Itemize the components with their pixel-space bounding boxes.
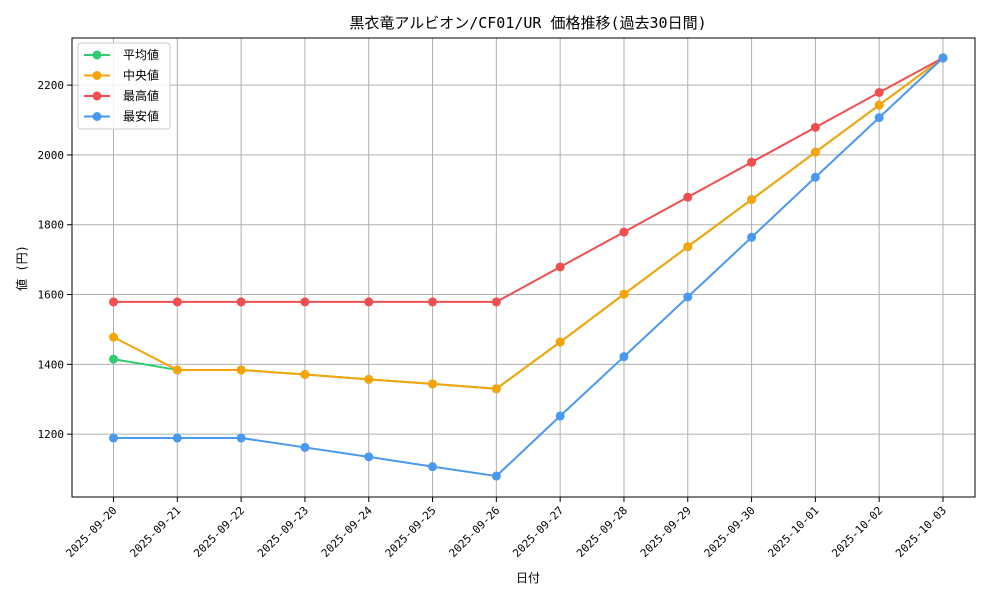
legend-label: 最高値: [123, 88, 159, 103]
x-tick-label: 2025-09-20: [64, 504, 120, 560]
series-line: [113, 57, 944, 390]
data-point: [172, 433, 182, 443]
legend-label: 最安値: [123, 109, 159, 124]
data-point: [555, 337, 565, 347]
data-point: [109, 433, 118, 443]
legend-box: [77, 42, 171, 130]
data-point: [300, 297, 310, 307]
data-point: [874, 87, 884, 97]
x-tick-label: 2025-09-27: [510, 504, 566, 560]
y-tick-label: 1400: [38, 358, 65, 371]
legend-marker: [92, 71, 102, 80]
data-point: [619, 352, 629, 362]
legend-entry-1: 中央値: [84, 68, 159, 83]
legend-marker: [92, 91, 102, 101]
data-point: [428, 462, 438, 472]
data-point: [109, 354, 118, 364]
data-point: [364, 374, 374, 384]
x-tick-label: 2025-09-29: [638, 504, 694, 560]
data-point: [683, 292, 693, 302]
x-tick-label: 2025-09-22: [191, 504, 247, 560]
x-tick-label: 2025-09-25: [383, 504, 439, 560]
data-point: [491, 384, 501, 394]
series-layer: [109, 53, 948, 481]
data-point: [810, 147, 820, 157]
data-point: [747, 195, 757, 205]
data-point: [236, 297, 246, 307]
data-point: [555, 411, 565, 421]
y-axis: 1200 1400 1600 1800 2000 2200: [38, 79, 72, 441]
x-tick-label: 2025-09-21: [127, 504, 183, 560]
legend-entry-2: 最高値: [84, 88, 159, 103]
legend-marker: [92, 112, 102, 121]
data-point: [938, 53, 948, 63]
data-point: [747, 232, 757, 242]
series-1: [109, 53, 948, 394]
series-0: [109, 53, 948, 394]
data-point: [683, 192, 693, 202]
data-point: [172, 365, 182, 375]
series-3: [109, 53, 948, 481]
data-point: [364, 297, 374, 307]
y-tick-label: 1800: [38, 219, 65, 232]
x-tick-label: 2025-09-28: [574, 504, 630, 560]
y-tick-label: 2200: [38, 79, 65, 92]
x-tick-label: 2025-10-02: [829, 504, 885, 560]
x-axis: 2025-09-20 2025-09-21 2025-09-22 2025-09-23…: [64, 497, 949, 560]
data-point: [810, 172, 820, 182]
y-axis-title: 値 (円): [14, 245, 29, 291]
data-point: [300, 442, 310, 452]
data-point: [172, 297, 182, 307]
data-point: [109, 297, 118, 307]
series-2: [109, 53, 948, 307]
y-tick-label: 1200: [38, 428, 65, 441]
plot-area-frame: [71, 37, 976, 498]
x-axis-title: 日付: [516, 571, 540, 585]
data-point: [874, 100, 884, 110]
chart-title: 黒衣竜アルビオン/CF01/UR 価格推移(過去30日間): [349, 14, 706, 32]
legend-entry-0: 平均値: [84, 47, 159, 62]
data-point: [874, 113, 884, 123]
x-tick-label: 2025-09-26: [446, 504, 502, 560]
data-point: [491, 471, 501, 481]
grid: [72, 38, 975, 497]
legend-marker: [92, 50, 102, 60]
x-tick-label: 2025-09-30: [702, 504, 758, 560]
data-point: [683, 242, 693, 252]
data-point: [810, 122, 820, 132]
series-line: [113, 57, 944, 478]
series-line: [113, 57, 944, 390]
legend-label: 平均値: [123, 47, 159, 62]
data-point: [300, 369, 310, 379]
data-point: [619, 289, 629, 299]
legend-label: 中央値: [123, 68, 159, 83]
data-point: [491, 297, 501, 307]
x-tick-label: 2025-09-24: [319, 504, 375, 560]
data-point: [236, 433, 246, 443]
x-tick-label: 2025-10-01: [765, 504, 821, 560]
x-tick-label: 2025-09-23: [255, 504, 311, 560]
data-point: [109, 332, 118, 342]
x-tick-label: 2025-10-03: [893, 504, 949, 560]
data-point: [428, 297, 438, 307]
data-point: [364, 452, 374, 462]
data-point: [555, 262, 565, 272]
data-point: [428, 379, 438, 389]
data-point: [619, 227, 629, 237]
series-line: [113, 57, 944, 303]
y-tick-label: 1600: [38, 289, 65, 302]
legend-entry-3: 最安値: [84, 109, 159, 124]
y-tick-label: 2000: [38, 149, 65, 162]
data-point: [236, 365, 246, 375]
data-point: [747, 157, 757, 167]
